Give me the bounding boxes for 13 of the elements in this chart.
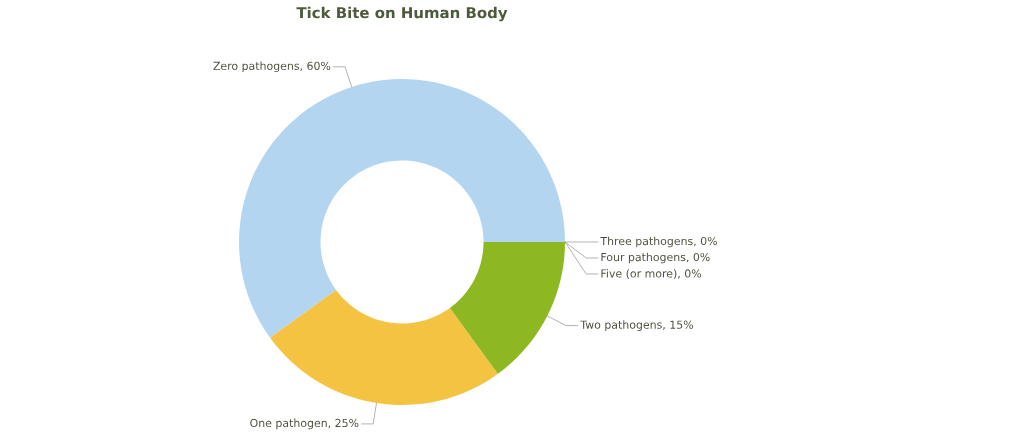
slice-label: Zero pathogens [213,61,300,73]
legend-label: Three pathogens [600,236,693,248]
slice-label: One pathogen [250,418,327,430]
text: , 0% [678,269,702,279]
chart-title: Tick Bite on Human Body [296,6,508,22]
data-label: , 15% [663,320,694,330]
category-label: Four pathogens [601,252,686,264]
data-label: , 25% [328,418,359,429]
slice-label: Two pathogens [580,320,662,331]
data-label: , 60% [300,61,331,72]
text: , 0% [686,252,710,263]
text: , 0% [694,236,717,247]
category-label: Five (or more) [601,269,677,279]
